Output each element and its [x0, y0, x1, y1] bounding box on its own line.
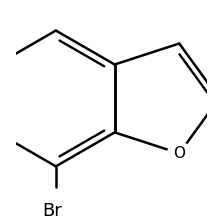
Text: O: O: [173, 146, 185, 161]
Circle shape: [168, 142, 191, 165]
Text: Br: Br: [43, 202, 62, 220]
